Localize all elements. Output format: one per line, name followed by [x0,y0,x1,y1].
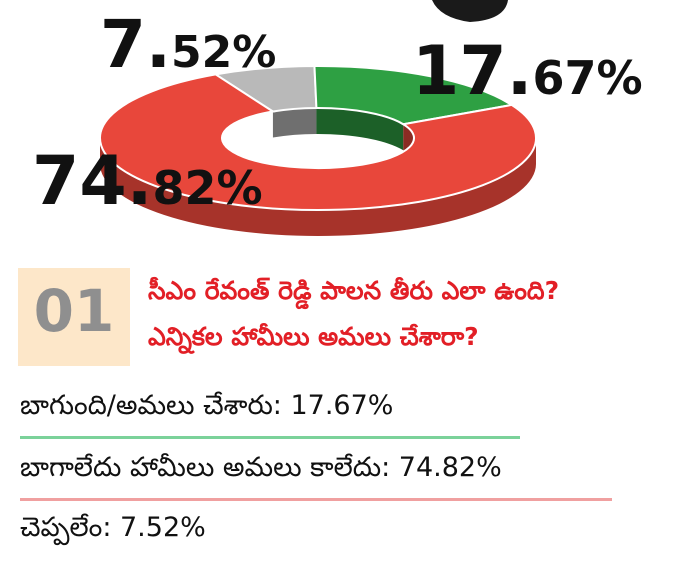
answer-good-rule [20,436,520,439]
slice-label-green: 17.67% [412,32,643,111]
slice-inner-wall-0 [316,108,404,151]
slice-green [313,65,515,126]
answer-not-good: బాగాలేదు హామీలు అమలు కాలేదు: 74.82% [20,452,502,483]
donut-chart [99,0,537,236]
question-line-2: ఎన్నికల హామీలు అమలు చేశారా? [148,322,479,351]
answer-not-good-rule [20,498,612,501]
slice-wall-1 [100,138,536,236]
slice-label-red: 74.82% [32,142,263,221]
slice-inner-wall-2 [272,108,317,138]
answer-good: బాగుంది/అమలు చేశారు: 17.67% [20,390,394,421]
question-number: 01 [33,277,115,345]
slice-red [99,73,537,211]
question-line-1: సీఎం రేవంత్ రెడ్డి పాలన తీరు ఎలా ఉంది? [148,276,560,305]
question-number-box: 01 [18,268,130,366]
answer-cannot-say: చెప్పలేం: 7.52% [20,512,206,543]
decorative-black-shape [432,0,508,22]
slice-label-gray: 7.52% [100,6,277,83]
